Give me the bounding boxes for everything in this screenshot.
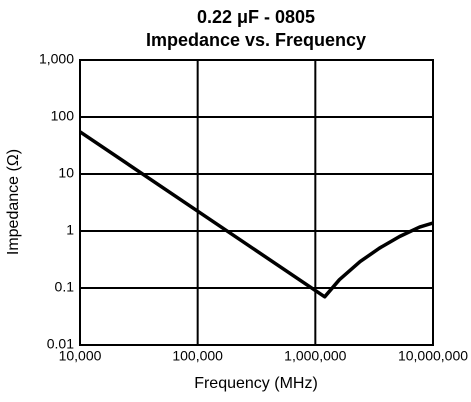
y-tick-label: 0.01 [47, 336, 74, 352]
chart-subtitle: Impedance vs. Frequency [146, 30, 366, 50]
y-tick-label: 100 [51, 108, 75, 124]
chart-title: 0.22 μF - 0805 [197, 7, 315, 27]
x-tick-label: 1,000,000 [284, 348, 346, 364]
x-tick-label: 10,000 [59, 348, 102, 364]
y-tick-label: 10 [58, 165, 74, 181]
x-axis-label: Frequency (MHz) [194, 375, 318, 392]
y-axis-label: Impedance (Ω) [5, 149, 22, 255]
plot-frame [79, 59, 434, 346]
y-tick-label: 1 [66, 222, 74, 238]
x-tick-label: 100,000 [172, 348, 223, 364]
x-tick-label: 10,000,000 [398, 348, 468, 364]
y-tick-label: 1,000 [39, 51, 74, 67]
y-tick-label: 0.1 [55, 279, 75, 295]
impedance-line [79, 130, 434, 299]
